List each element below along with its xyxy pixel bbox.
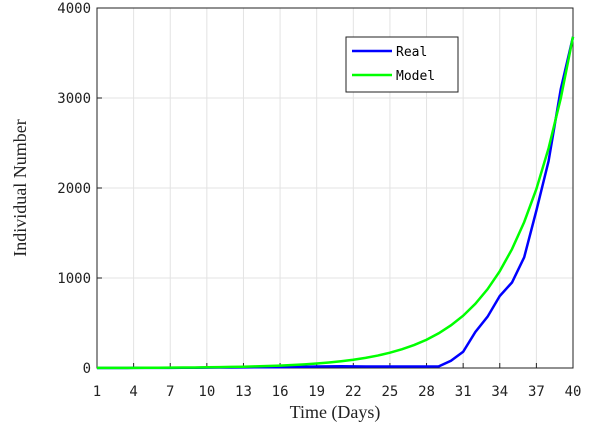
x-tick-label: 25 [381, 384, 398, 400]
legend-label: Model [396, 69, 435, 84]
x-tick-label: 16 [272, 384, 289, 400]
x-axis-label: Time (Days) [290, 402, 381, 423]
plot-frame [96, 7, 574, 369]
x-tick-label: 13 [235, 384, 252, 400]
x-tick-label: 28 [418, 384, 435, 400]
y-tick-label: 4000 [57, 1, 91, 17]
y-tick-label: 2000 [57, 181, 91, 197]
x-tick-label: 22 [345, 384, 362, 400]
x-tick-label: 40 [565, 384, 582, 400]
line [97, 36, 575, 370]
line [97, 36, 575, 370]
y-tick-label: 3000 [57, 91, 91, 107]
x-tick-label: 34 [491, 384, 508, 400]
x-tick-label: 7 [166, 384, 174, 400]
x-tick-label: 4 [129, 384, 137, 400]
x-tick-label: 1 [93, 384, 101, 400]
x-tick-label: 31 [455, 384, 472, 400]
x-tick-label: 10 [198, 384, 215, 400]
x-tick-label: 37 [528, 384, 545, 400]
y-tick-label: 0 [83, 361, 91, 377]
x-tick-label: 19 [308, 384, 325, 400]
y-axis-label: Individual Number [10, 119, 30, 256]
y-tick-label: 1000 [57, 271, 91, 287]
legend-box [345, 36, 459, 93]
legend-label: Real [396, 45, 427, 60]
